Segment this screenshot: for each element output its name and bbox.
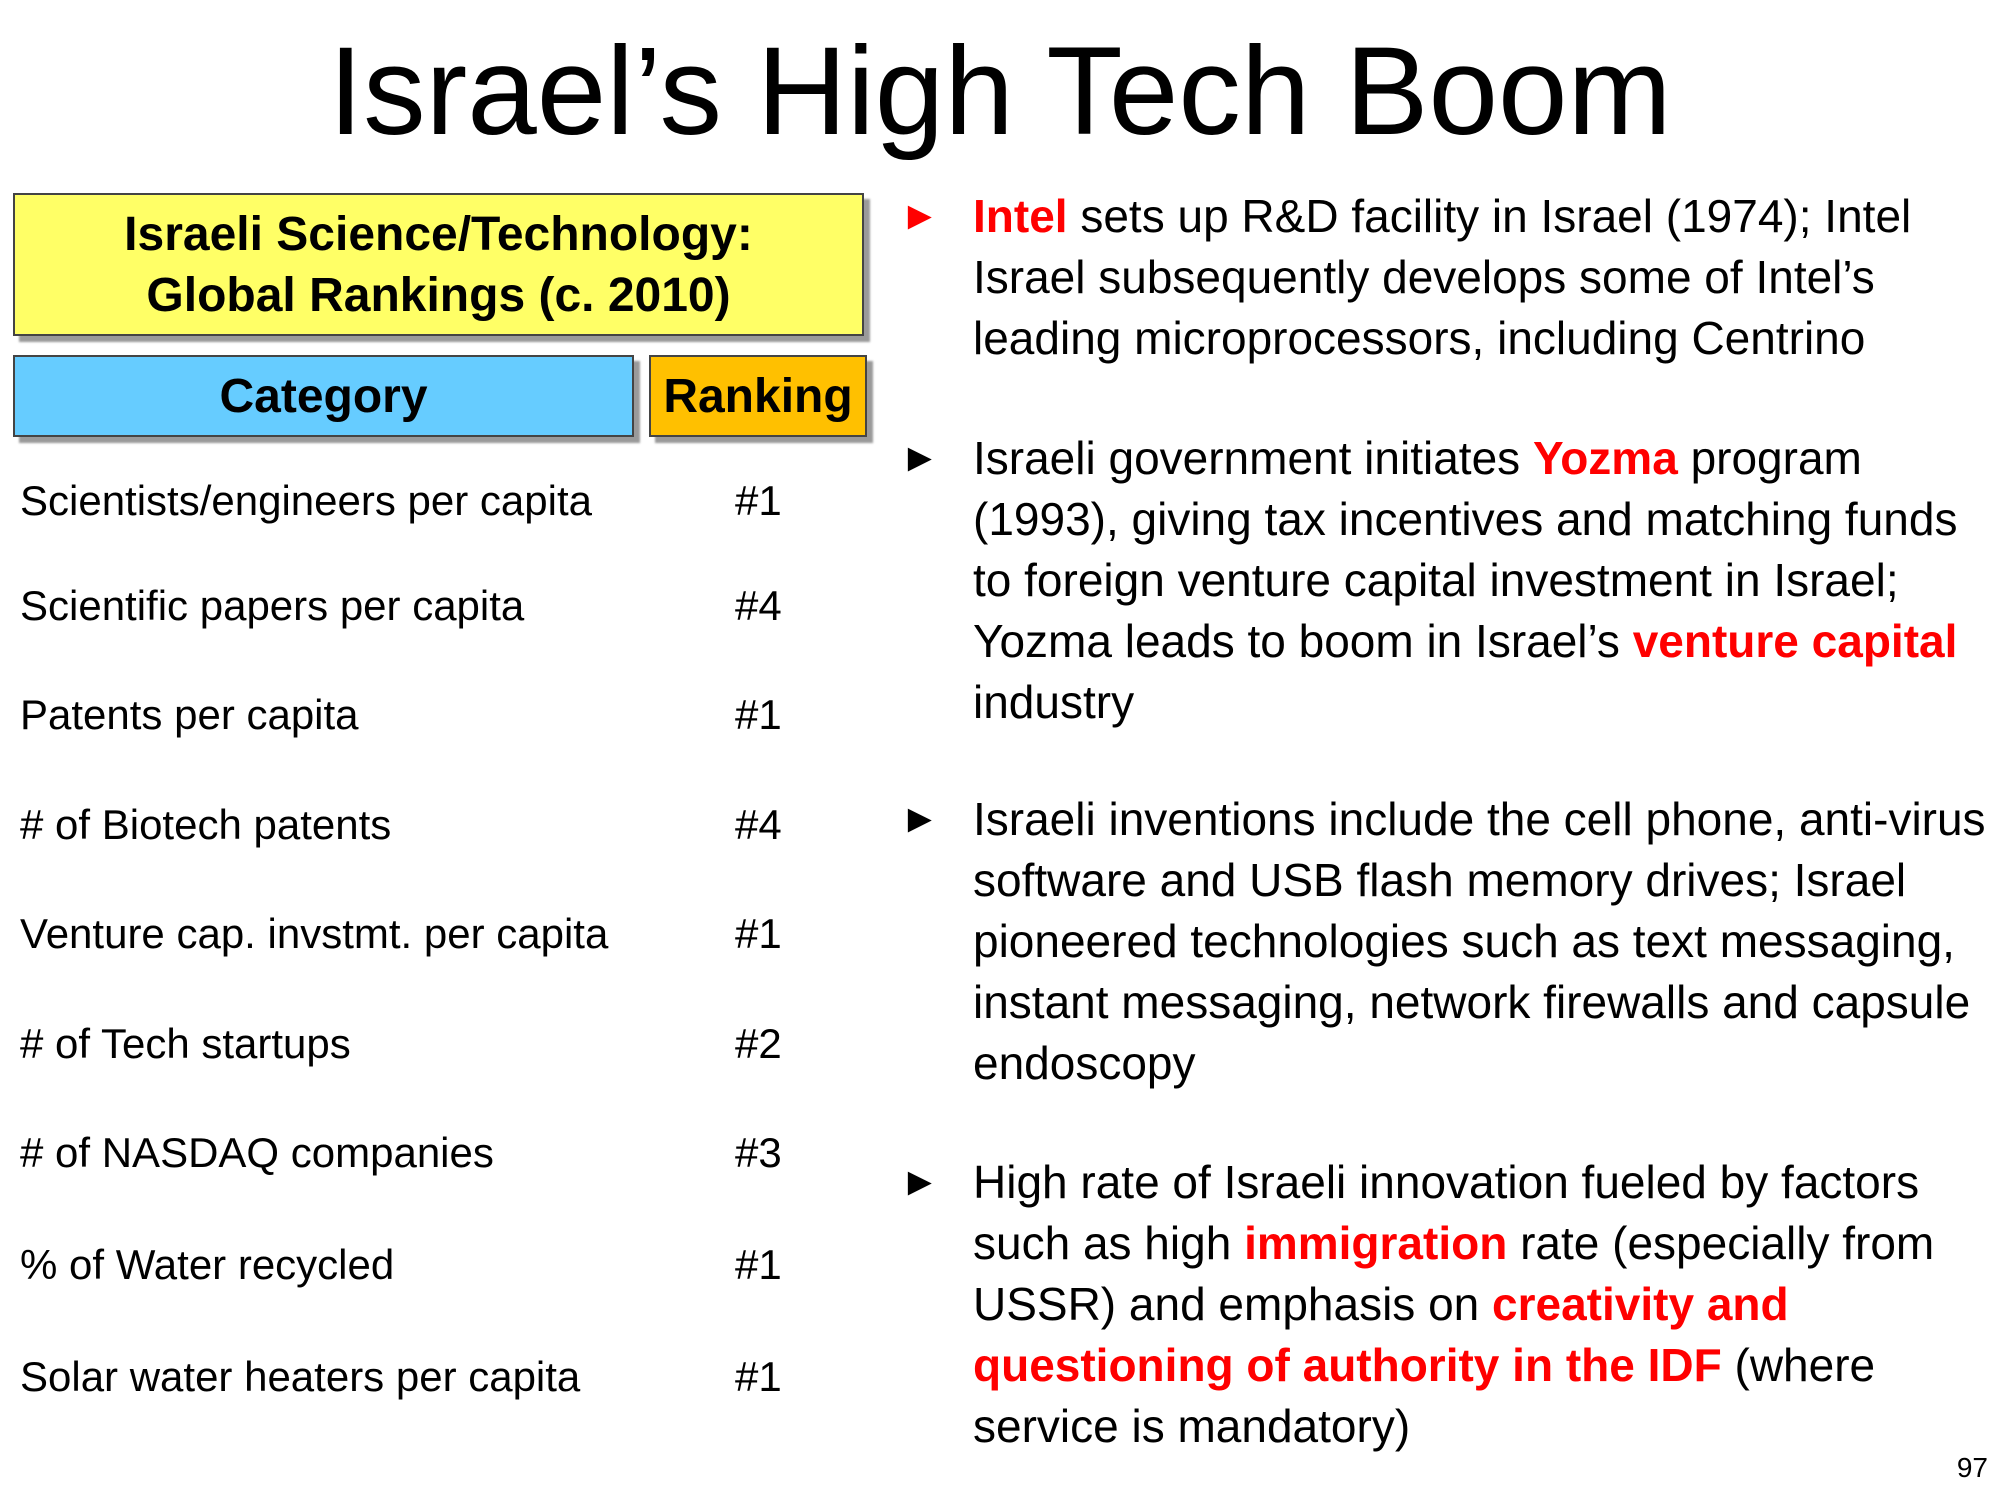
bullet-arrow-icon: ► (900, 194, 940, 238)
rankings-heading-line1: Israeli Science/Technology: (124, 207, 753, 261)
highlight-text: venture capital (1632, 615, 1958, 667)
rankings-heading-line2: Global Rankings (c. 2010) (146, 268, 731, 322)
slide-title: Israel’s High Tech Boom (328, 22, 1672, 161)
ranking-category: Patents per capita (20, 691, 359, 738)
bullet-text-part: Israeli government initiates (973, 432, 1533, 484)
ranking-row: # of NASDAQ companies #3 (20, 1123, 800, 1183)
bullet-text: Israeli inventions include the cell phon… (973, 789, 1993, 1094)
ranking-row: Venture cap. invstmt. per capita #1 (20, 904, 800, 964)
ranking-category: % of Water recycled (20, 1241, 395, 1288)
ranking-category: Scientists/engineers per capita (20, 477, 592, 524)
bullet-text-part: Israeli inventions include the cell phon… (973, 793, 1986, 1089)
ranking-row: % of Water recycled #1 (20, 1235, 800, 1295)
ranking-category: Scientific papers per capita (20, 582, 525, 629)
ranking-category: Venture cap. invstmt. per capita (20, 910, 609, 957)
ranking-value: #4 (735, 801, 782, 848)
bullet-arrow-icon: ► (900, 436, 940, 480)
bullet-text: Intel sets up R&D facility in Israel (19… (973, 186, 1993, 369)
bullet-text: Israeli government initiates Yozma progr… (973, 428, 1993, 733)
ranking-column-header: Ranking (649, 355, 867, 437)
ranking-value: #3 (735, 1129, 782, 1176)
bullet-text: High rate of Israeli innovation fueled b… (973, 1152, 1993, 1457)
highlight-text: Intel (973, 190, 1068, 242)
ranking-row: # of Biotech patents #4 (20, 795, 800, 855)
ranking-category: Solar water heaters per capita (20, 1353, 581, 1400)
ranking-row: Patents per capita #1 (20, 685, 800, 745)
ranking-value: #2 (735, 1020, 782, 1067)
bullet-text-part: (where service is mandatory) (973, 1339, 1876, 1452)
ranking-value: #1 (735, 1353, 782, 1400)
ranking-category: # of NASDAQ companies (20, 1129, 494, 1176)
page-number: 97 (1956, 1452, 1988, 1483)
bullet-text-part: High rate of Israeli innovation fueled b… (973, 1156, 1920, 1269)
ranking-category: # of Tech startups (20, 1020, 351, 1067)
ranking-row: # of Tech startups #2 (20, 1014, 800, 1074)
ranking-value: #1 (735, 910, 782, 957)
bullet-arrow-icon: ► (900, 1160, 940, 1204)
ranking-value: #1 (735, 691, 782, 738)
ranking-category: # of Biotech patents (20, 801, 392, 848)
bullet-text-part: program (1993), giving tax incentives an… (973, 432, 1958, 667)
highlight-text: immigration (1244, 1217, 1508, 1269)
ranking-value: #1 (735, 1241, 782, 1288)
bullet-text-part: industry (973, 676, 1135, 728)
ranking-row: Scientific papers per capita #4 (20, 576, 800, 636)
highlight-text: creativity and questioning of authority … (973, 1278, 1789, 1391)
bullet-text-part: sets up R&D facility in Israel (1974); I… (973, 190, 1912, 364)
ranking-value: #4 (735, 582, 782, 629)
bullet-arrow-icon: ► (900, 797, 940, 841)
category-column-header: Category (13, 355, 634, 437)
ranking-value: #1 (735, 477, 782, 524)
highlight-text: Yozma (1532, 432, 1678, 484)
rankings-heading-box: Israeli Science/Technology: Global Ranki… (13, 193, 864, 336)
ranking-row: Scientists/engineers per capita #1 (20, 471, 800, 531)
ranking-row: Solar water heaters per capita #1 (20, 1347, 800, 1407)
bullet-text-part: rate (especially from USSR) and emphasis… (973, 1217, 1935, 1330)
